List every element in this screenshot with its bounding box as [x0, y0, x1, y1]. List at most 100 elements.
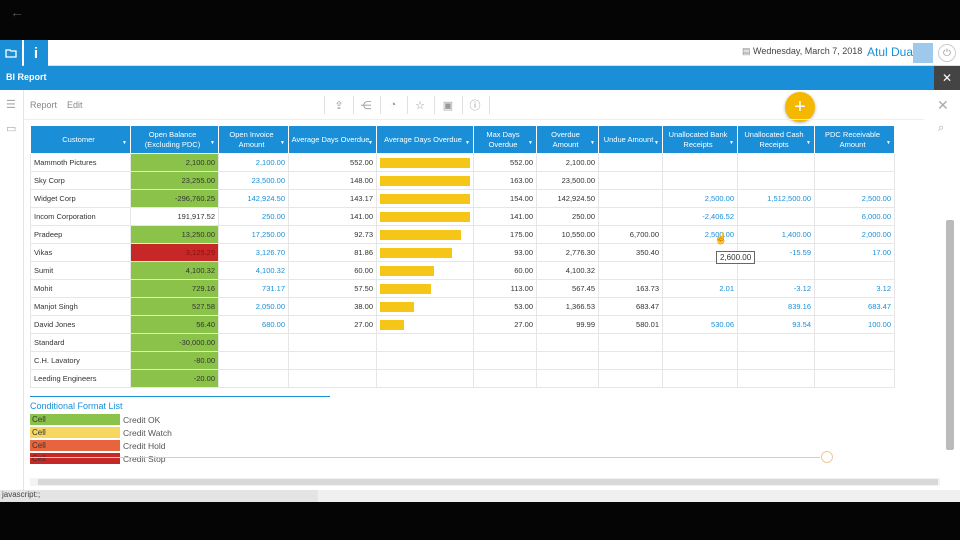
column-header[interactable]: Average Days Overdue ▼: [288, 125, 377, 154]
bookmark-icon[interactable]: ▣: [442, 99, 454, 112]
sort-arrow-icon[interactable]: ▼: [368, 140, 373, 146]
horizontal-scroll-thumb[interactable]: [38, 479, 938, 485]
cell-open-invoice[interactable]: 3,126.70: [218, 243, 289, 262]
cell-pdc[interactable]: 100.00: [814, 315, 895, 334]
cell-pdc[interactable]: 683.47: [814, 297, 895, 316]
cell-cash[interactable]: -3.12: [737, 279, 815, 298]
user-name[interactable]: Atul Dua: [867, 45, 914, 59]
search-doc-icon[interactable]: ⌕: [938, 122, 945, 134]
cell-cash[interactable]: 1,512,500.00: [737, 189, 815, 208]
table-row[interactable]: Standard -30,000.00: [30, 333, 895, 352]
cell-pdc: [814, 333, 895, 352]
table-row[interactable]: Vikas 3,125.29 3,126.70 81.86 93.00 2,776.30 3…: [30, 243, 895, 262]
cell-bank[interactable]: 2,500.00: [662, 189, 738, 208]
sort-arrow-icon[interactable]: ▼: [590, 140, 595, 146]
cell-open-invoice[interactable]: 2,100.00: [218, 153, 289, 172]
cell-open-invoice[interactable]: 731.17: [218, 279, 289, 298]
table-body: Mammoth Pictures 2,100.00 2,100.00 552.00 55…: [30, 153, 895, 388]
folder-button[interactable]: [0, 40, 22, 66]
cell-cash[interactable]: 1,400.00: [737, 225, 815, 244]
table-row[interactable]: Incom Corporation 191,917.52 250.00 141.00 1…: [30, 207, 895, 226]
table-row[interactable]: Manjot Singh 527.58 2,050.00 38.00 53.00 1,36…: [30, 297, 895, 316]
column-header[interactable]: Max Days Overdue ▼: [473, 125, 537, 154]
column-header[interactable]: Unallocated Cash Receipts ▼: [737, 125, 815, 154]
cell-cash[interactable]: 93.54: [737, 315, 815, 334]
legend-swatch: Cell: [30, 440, 120, 451]
cell-cash[interactable]: 839.16: [737, 297, 815, 316]
edit-tab[interactable]: Edit: [67, 100, 83, 110]
cell-pdc[interactable]: 3.12: [814, 279, 895, 298]
sort-arrow-icon[interactable]: ▼: [122, 140, 127, 146]
star-icon[interactable]: ☆: [415, 99, 425, 112]
cell-bank: [662, 153, 738, 172]
rss-icon[interactable]: ◔: [389, 99, 397, 111]
cell-pdc[interactable]: 2,500.00: [814, 189, 895, 208]
cell-cash: [737, 351, 815, 370]
table-row[interactable]: David Jones 56.40 680.00 27.00 27.00 99.99 580…: [30, 315, 895, 334]
cell-open-invoice[interactable]: 142,924.50: [218, 189, 289, 208]
avatar[interactable]: [913, 43, 933, 63]
info-button[interactable]: i: [24, 40, 48, 66]
cell-bank: [662, 351, 738, 370]
app-header: i ▤ Wednesday, March 7, 2018 Atul Dua ⏻: [0, 40, 960, 66]
overdue-bar: [380, 175, 470, 186]
overdue-bar-cell: [376, 369, 474, 388]
export-icon[interactable]: ⇪: [334, 99, 344, 112]
cell-open-invoice[interactable]: 250.00: [218, 207, 289, 226]
cell-open-balance: 527.58: [130, 297, 219, 316]
power-icon[interactable]: ⏻: [938, 44, 956, 62]
sort-arrow-icon[interactable]: ▼: [886, 140, 891, 146]
vertical-scrollbar[interactable]: [946, 220, 954, 450]
table-row[interactable]: Mohit 729.16 731.17 57.50 113.00 567.45 163.73…: [30, 279, 895, 298]
sort-arrow-icon[interactable]: ▼: [806, 140, 811, 146]
cell-pdc[interactable]: 17.00: [814, 243, 895, 262]
info-circle-icon[interactable]: ⓘ: [469, 100, 481, 112]
menu-icon[interactable]: ☰: [6, 99, 16, 111]
table-row[interactable]: Widget Corp -296,760.25 142,924.50 143.17 15…: [30, 189, 895, 208]
table-row[interactable]: Sky Corp 23,255.00 23,500.00 148.00 163.00 23…: [30, 171, 895, 190]
add-fab-button[interactable]: +: [785, 92, 815, 122]
cell-open-invoice[interactable]: 680.00: [218, 315, 289, 334]
share-icon[interactable]: ⋲: [360, 99, 372, 112]
table-row[interactable]: Sumit 4,100.32 4,100.32 60.00 60.00 4,100.32: [30, 261, 895, 280]
column-header[interactable]: Overdue Amount ▼: [536, 125, 599, 154]
close-icon[interactable]: ✕: [937, 97, 949, 113]
table-row[interactable]: Pradeep 13,250.00 17,250.00 92.73 175.00 10,5…: [30, 225, 895, 244]
sort-arrow-icon[interactable]: ▼: [729, 140, 734, 146]
sort-arrow-icon[interactable]: ▼: [528, 140, 533, 146]
report-tab[interactable]: Report: [30, 100, 58, 110]
cell-overdue: 250.00: [536, 207, 599, 226]
folder-open-icon[interactable]: ▭: [6, 123, 17, 135]
column-header[interactable]: Unallocated Bank Receipts ▼: [662, 125, 738, 154]
cell-bank[interactable]: 2.01: [662, 279, 738, 298]
table-header-row: Customer ▼ Open Balance (Excluding PDC) ▼ Op…: [30, 125, 895, 154]
cell-bank[interactable]: 530.06: [662, 315, 738, 334]
column-header[interactable]: PDC Receivable Amount ▼: [814, 125, 895, 154]
overdue-bar: [380, 265, 434, 276]
column-header[interactable]: Open Invoice Amount ▼: [218, 125, 289, 154]
column-header[interactable]: Open Balance (Excluding PDC) ▼: [130, 125, 219, 154]
sort-arrow-icon[interactable]: ▼: [210, 140, 215, 146]
cell-bank[interactable]: -2,406.52: [662, 207, 738, 226]
close-report-button[interactable]: ✕: [934, 66, 960, 90]
column-header[interactable]: Average Days Overdue ▼: [376, 125, 474, 154]
table-row[interactable]: C.H. Lavatory -80.00: [30, 351, 895, 370]
table-row[interactable]: Mammoth Pictures 2,100.00 2,100.00 552.00 55…: [30, 153, 895, 172]
sort-arrow-icon[interactable]: ▼: [280, 140, 285, 146]
sort-arrow-icon[interactable]: ▼: [654, 140, 659, 146]
column-header[interactable]: Undue Amount ▼: [598, 125, 663, 154]
column-header[interactable]: Customer ▼: [30, 125, 131, 154]
table-row[interactable]: Leeding Engineers -20.00: [30, 369, 895, 388]
cell-undue: [598, 207, 663, 226]
cell-open-invoice[interactable]: 17,250.00: [218, 225, 289, 244]
cell-max-days: 552.00: [473, 153, 537, 172]
cell-pdc[interactable]: 6,000.00: [814, 207, 895, 226]
cell-open-invoice[interactable]: 2,050.00: [218, 297, 289, 316]
slider-handle[interactable]: [821, 451, 833, 463]
cell-open-invoice[interactable]: 4,100.32: [218, 261, 289, 280]
cell-pdc[interactable]: 2,000.00: [814, 225, 895, 244]
sort-arrow-icon[interactable]: ▼: [465, 140, 470, 146]
back-arrow-icon[interactable]: ←: [10, 4, 24, 20]
cell-open-invoice[interactable]: 23,500.00: [218, 171, 289, 190]
report-toolbar: Report Edit ⇪ ⋲ ◔ ☆ ▣ ⓘ: [24, 94, 924, 116]
